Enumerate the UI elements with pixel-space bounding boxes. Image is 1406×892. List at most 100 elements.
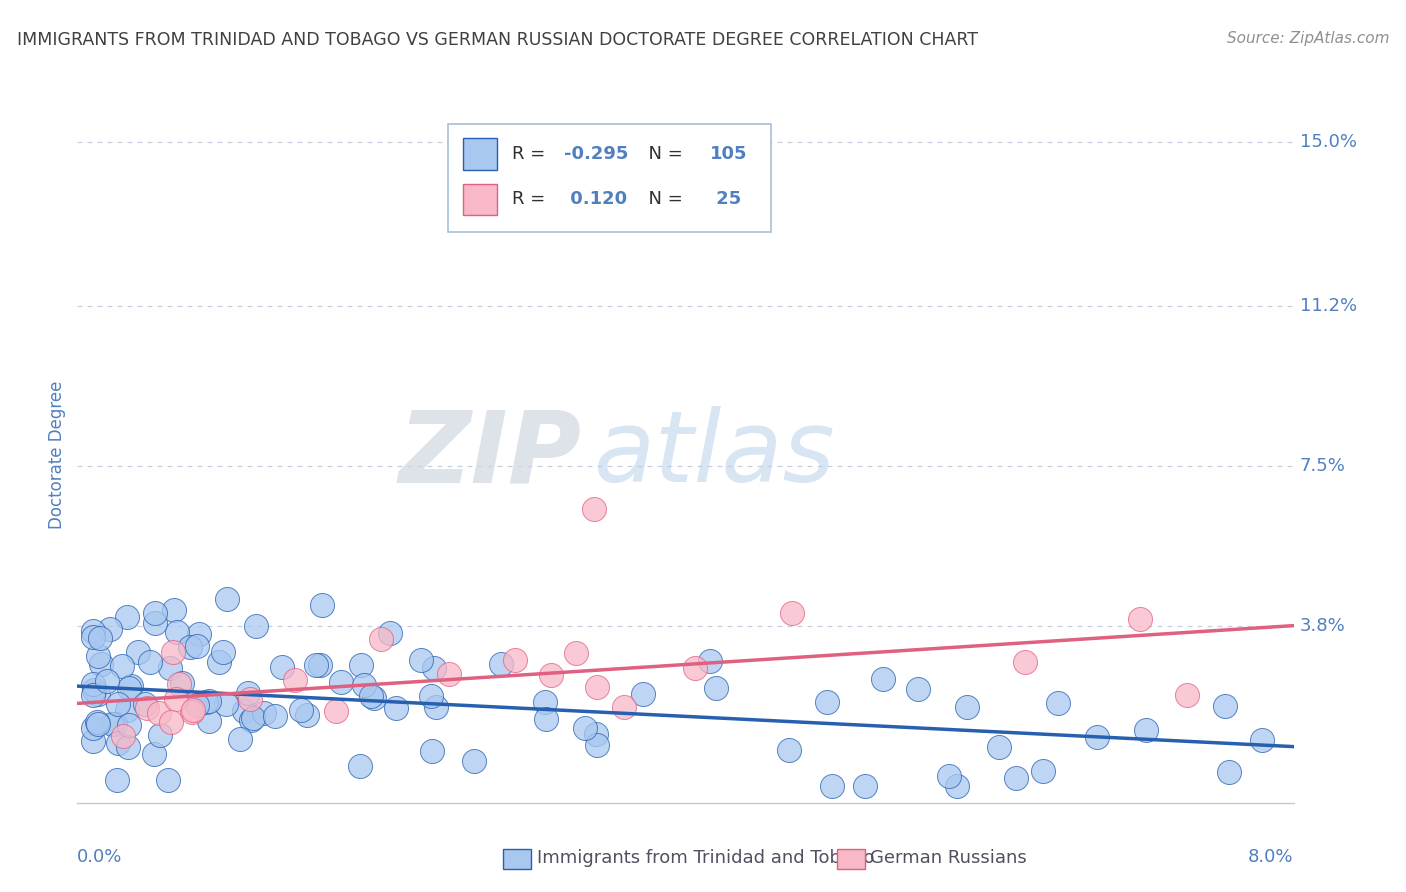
Point xyxy=(853,779,876,793)
Point xyxy=(179,640,201,654)
Text: 25: 25 xyxy=(710,190,741,208)
Point xyxy=(780,607,803,621)
FancyBboxPatch shape xyxy=(449,124,770,232)
Point xyxy=(165,692,187,706)
Point xyxy=(378,625,401,640)
Y-axis label: Doctorate Degree: Doctorate Degree xyxy=(48,381,66,529)
Point xyxy=(96,674,118,689)
Point xyxy=(111,658,134,673)
Point xyxy=(309,657,332,672)
Point xyxy=(1213,698,1236,713)
Point xyxy=(1251,733,1274,747)
Point xyxy=(90,657,112,672)
Point xyxy=(170,676,193,690)
Point xyxy=(420,689,443,703)
Point xyxy=(988,739,1011,754)
Point xyxy=(699,654,721,668)
Point xyxy=(208,656,231,670)
Point xyxy=(138,656,160,670)
Point xyxy=(503,653,526,667)
Point xyxy=(631,687,654,701)
Point xyxy=(98,622,121,636)
Point xyxy=(197,694,219,708)
Point xyxy=(186,698,208,712)
Point xyxy=(107,736,129,750)
Text: 0.120: 0.120 xyxy=(564,190,627,208)
Point xyxy=(583,502,606,516)
Point xyxy=(112,729,135,743)
Point xyxy=(586,738,609,752)
Point xyxy=(143,606,166,620)
Text: Immigrants from Trinidad and Tobago: Immigrants from Trinidad and Tobago xyxy=(537,849,875,867)
Point xyxy=(1135,723,1157,737)
Point xyxy=(162,602,184,616)
Point xyxy=(181,703,204,717)
Point xyxy=(82,624,104,638)
Point xyxy=(270,659,292,673)
Point xyxy=(815,695,838,709)
Point xyxy=(821,779,844,793)
Point xyxy=(148,706,170,720)
Text: 11.2%: 11.2% xyxy=(1299,297,1357,315)
Point xyxy=(215,591,238,606)
Bar xyxy=(463,138,496,169)
Point xyxy=(82,677,104,691)
Text: R =: R = xyxy=(512,190,551,208)
Point xyxy=(423,661,446,675)
Point xyxy=(107,698,129,712)
Point xyxy=(463,754,485,768)
Point xyxy=(1175,688,1198,702)
Point xyxy=(683,661,706,675)
Point xyxy=(89,632,111,646)
Point xyxy=(188,627,211,641)
Point xyxy=(83,683,105,698)
Point xyxy=(87,717,110,731)
Point xyxy=(585,727,607,741)
Point xyxy=(489,657,512,671)
Point xyxy=(1032,764,1054,778)
Text: 8.0%: 8.0% xyxy=(1249,848,1294,866)
Point xyxy=(425,699,447,714)
Point xyxy=(127,644,149,658)
Point xyxy=(264,709,287,723)
Text: 15.0%: 15.0% xyxy=(1299,133,1357,151)
Point xyxy=(1005,771,1028,785)
Point xyxy=(363,690,385,705)
Point xyxy=(253,706,276,721)
Point xyxy=(212,645,235,659)
Point xyxy=(104,717,127,731)
Point xyxy=(350,658,373,673)
Point xyxy=(143,616,166,631)
Point xyxy=(236,686,259,700)
Point xyxy=(143,747,166,761)
Point xyxy=(105,772,128,787)
Text: Source: ZipAtlas.com: Source: ZipAtlas.com xyxy=(1226,31,1389,46)
Point xyxy=(232,704,254,718)
Point xyxy=(353,678,375,692)
Point xyxy=(907,681,929,696)
Point xyxy=(239,692,262,706)
Point xyxy=(329,674,352,689)
Bar xyxy=(463,184,496,215)
Text: 7.5%: 7.5% xyxy=(1299,457,1346,475)
Point xyxy=(240,713,263,727)
Point xyxy=(872,672,894,686)
Text: 0.0%: 0.0% xyxy=(77,848,122,866)
Point xyxy=(197,714,219,728)
Point xyxy=(1218,765,1240,780)
Point xyxy=(297,708,319,723)
Point xyxy=(242,711,264,725)
Point xyxy=(349,759,371,773)
Point xyxy=(115,703,138,717)
Point xyxy=(82,721,104,735)
Point xyxy=(564,646,586,660)
Text: N =: N = xyxy=(637,190,689,208)
Point xyxy=(325,704,347,718)
Point xyxy=(82,630,104,644)
Point xyxy=(613,700,636,714)
Point xyxy=(409,653,432,667)
Point xyxy=(370,632,392,646)
Point xyxy=(384,700,406,714)
Text: 3.8%: 3.8% xyxy=(1299,616,1346,634)
Text: 105: 105 xyxy=(710,145,747,163)
